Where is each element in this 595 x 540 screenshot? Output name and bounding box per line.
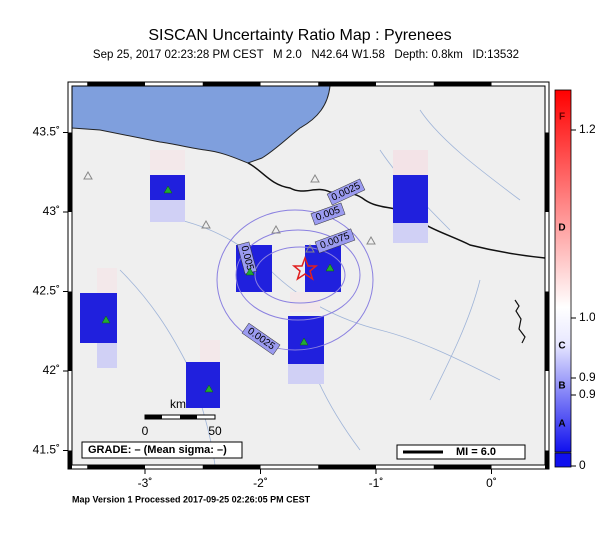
mi-box	[396, 444, 526, 460]
lon-label: -2˚	[253, 476, 268, 490]
subtitle: Sep 25, 2017 02:23:28 PM CEST M 2.0 N42.…	[93, 49, 519, 61]
frame-stripe	[87, 82, 145, 86]
grade-letter: A	[558, 419, 565, 430]
station-cells	[80, 150, 428, 408]
colorbar-value: 1.0	[579, 310, 595, 324]
scale-label: 0	[142, 424, 149, 438]
lat-label: 42˚	[43, 363, 60, 377]
colorbar-value: 0.9	[579, 387, 595, 401]
grade-box	[81, 441, 243, 459]
grade-letter: F	[559, 112, 565, 123]
lat-label: 42.5˚	[33, 284, 60, 298]
stations	[101, 185, 335, 393]
lon-label: -1˚	[369, 476, 384, 490]
colorbar-value: 1.2	[579, 122, 595, 136]
grade-letter: D	[558, 223, 565, 234]
lat-label: 43.5˚	[33, 125, 60, 139]
frame-stripe	[68, 132, 72, 212]
islands	[514, 299, 526, 344]
sea	[72, 86, 331, 164]
title: SISCAN Uncertainty Ratio Map : Pyrenees	[148, 27, 451, 44]
frame-stripe	[202, 82, 261, 86]
border	[247, 162, 545, 259]
grade-text: GRADE: – (Mean sigma: –)	[88, 444, 227, 456]
scale-label: 50	[208, 424, 222, 438]
mi-text: MI = 6.0	[456, 446, 496, 458]
frame-stripe	[202, 465, 261, 469]
lat-label: 41.5˚	[33, 443, 60, 457]
colorbar	[554, 89, 572, 453]
colorbar-low	[554, 452, 572, 468]
frame-stripe	[87, 465, 145, 469]
frame	[67, 81, 550, 470]
frame-stripe	[68, 450, 72, 469]
frame-stripe	[433, 465, 492, 469]
frame-stripe	[545, 450, 549, 469]
colorbar-value: 0.9	[579, 370, 595, 384]
scale-unit: km	[170, 397, 186, 411]
contour-label-boxes	[237, 178, 366, 356]
frame-stripe	[318, 465, 376, 469]
frame-stripe	[545, 291, 549, 371]
epicenter	[291, 255, 319, 281]
lon-label: -3˚	[138, 476, 153, 490]
scale-bar	[144, 414, 216, 420]
other-stations	[83, 170, 376, 253]
colorbar-labels: F D C B A 1.2 1.0 0.9 0.9 0	[558, 112, 595, 473]
footer: Map Version 1 Processed 2017-09-25 02:26…	[72, 494, 311, 504]
contours	[216, 209, 374, 351]
frame-stripe	[545, 132, 549, 212]
lat-label: 43˚	[43, 204, 60, 218]
colorbar-value: 0	[579, 458, 586, 472]
lon-label: 0˚	[486, 476, 497, 490]
map-area: 0.0025 0.005 0.0075 0.005 0.0025 km 0 50…	[72, 86, 545, 465]
grade-letter: C	[558, 341, 565, 352]
frame-stripe	[318, 82, 376, 86]
grade-letter: B	[558, 381, 565, 392]
frame-stripe	[68, 291, 72, 371]
frame-stripe	[433, 82, 492, 86]
